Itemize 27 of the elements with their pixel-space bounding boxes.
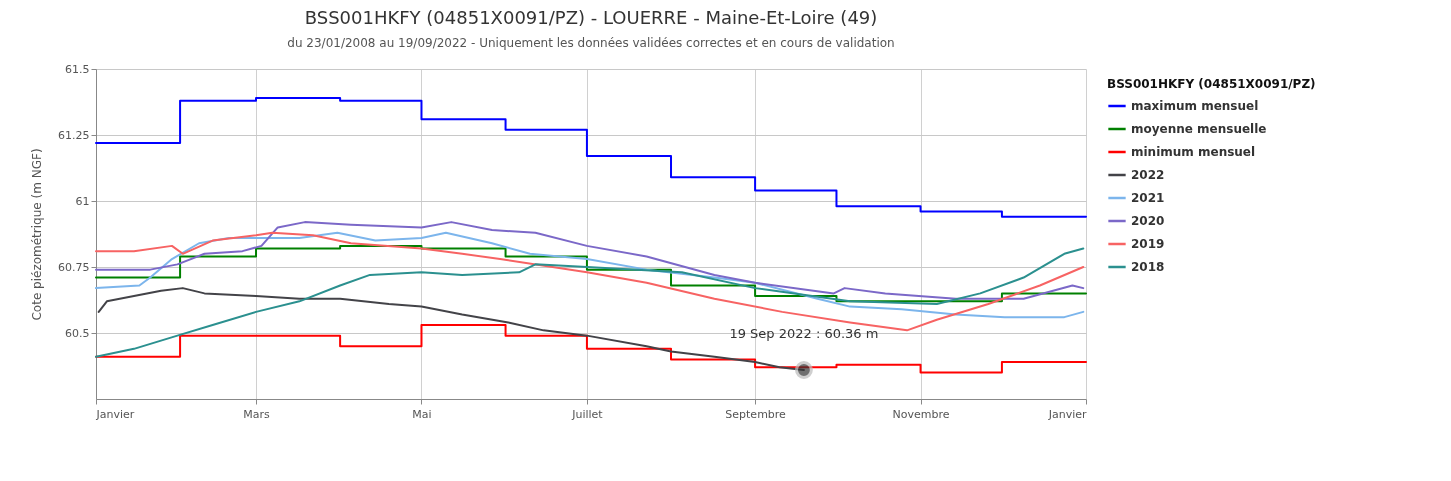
legend-label: 2022 — [1131, 168, 1165, 182]
chart-subtitle: du 23/01/2008 au 19/09/2022 - Uniquement les données validées correctes et en cours de validation — [287, 36, 895, 50]
x-tick-label: Janvier — [1047, 407, 1087, 421]
legend-title: BSS001HKFY (04851X0091/PZ) — [1107, 77, 1316, 91]
legend-label: 2020 — [1131, 214, 1165, 228]
x-tick-label: Janvier — [95, 407, 135, 421]
x-tick-label: Novembre — [892, 407, 950, 421]
line-series — [95, 221, 1085, 300]
y-tick-label: 61.25 — [58, 128, 90, 142]
legend-label: 2021 — [1131, 191, 1165, 205]
y-tick-label: 60.5 — [65, 326, 90, 340]
legend-label: minimum mensuel — [1131, 145, 1256, 159]
y-axis-title: Cote piézométrique (m NGF) — [30, 148, 45, 321]
annotation: 19 Sep 2022 : 60.36 m — [729, 325, 879, 341]
x-tick-label: Juillet — [571, 407, 604, 421]
line-series — [95, 247, 1085, 358]
x-tick-label: Mai — [412, 407, 432, 421]
x-tick-label: Mars — [243, 407, 271, 421]
legend-label: 2019 — [1131, 237, 1165, 251]
y-tick-label: 60.75 — [58, 260, 90, 274]
legend-label: maximum mensuel — [1131, 99, 1259, 113]
legend-label: moyenne mensuelle — [1131, 122, 1267, 136]
y-tick-label: 61.5 — [65, 62, 90, 76]
y-tick-label: 61 — [75, 194, 90, 208]
legend-label: 2018 — [1131, 260, 1165, 274]
chart-title: BSS001HKFY (04851X0091/PZ) - LOUERRE - Maine-Et-Loire (49) — [304, 7, 878, 28]
x-tick-label: Septembre — [725, 407, 787, 421]
